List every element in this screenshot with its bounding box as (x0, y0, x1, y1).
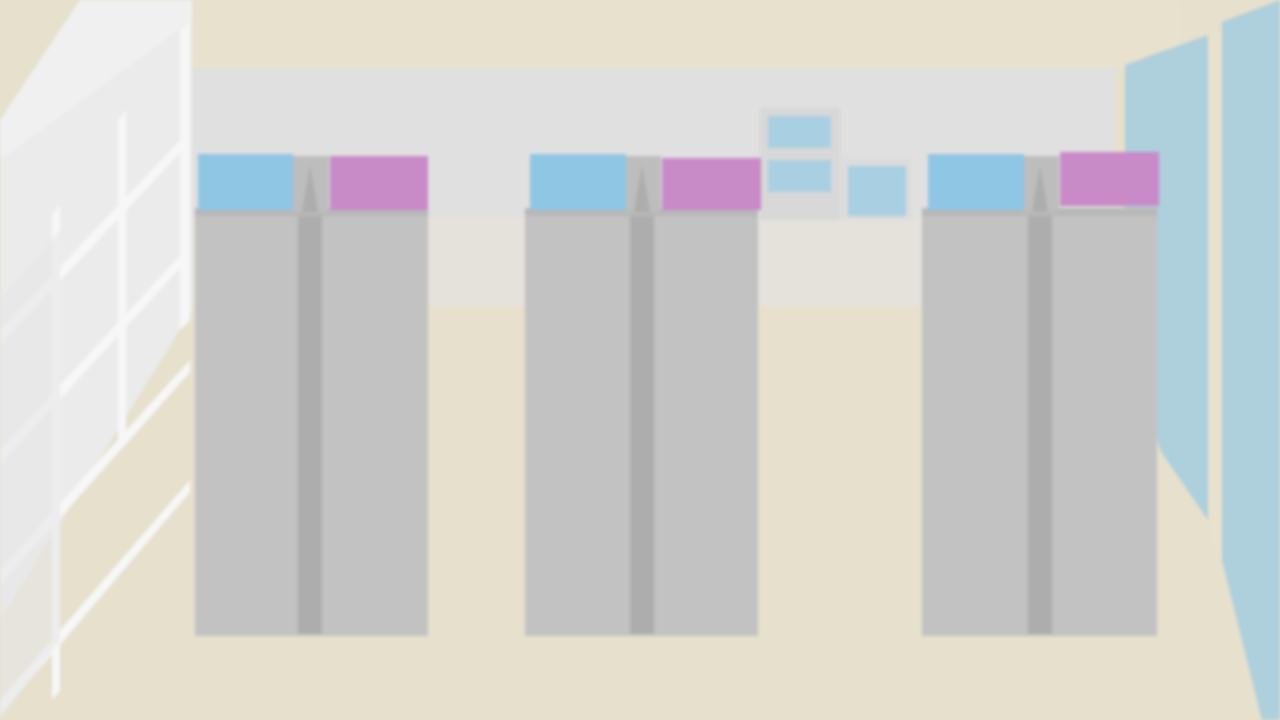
wall-panel-group (760, 108, 911, 220)
rack-top-right-label (1060, 152, 1159, 206)
rack-top-left-label (530, 154, 626, 210)
right-glass-wall (1115, 0, 1280, 720)
ceiling (180, 0, 1180, 70)
rack-center-divider (298, 212, 322, 634)
rack-3 (922, 152, 1159, 636)
wall-panel-upper (768, 116, 831, 148)
rack-2 (525, 154, 761, 636)
rack-top-left-label (928, 154, 1024, 210)
wall-panel-lower (768, 160, 831, 192)
wall-panel-side (848, 166, 906, 216)
rack-1 (195, 154, 428, 636)
rack-top-right-label (662, 158, 761, 210)
rack-top-left-label (198, 154, 293, 210)
rack-center-divider (1028, 212, 1052, 634)
left-shelving (0, 0, 192, 720)
rack-top-right-label (330, 156, 428, 210)
rack-center-divider (630, 212, 654, 634)
